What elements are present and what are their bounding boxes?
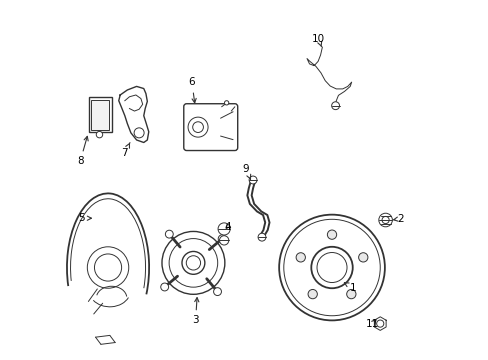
Text: 5: 5 [78,213,91,223]
Circle shape [165,230,173,238]
Text: 3: 3 [192,298,199,325]
Circle shape [219,236,228,245]
Bar [89,98,112,132]
Circle shape [296,253,305,262]
Text: 9: 9 [242,163,250,179]
Circle shape [378,213,391,227]
Circle shape [134,128,144,138]
Circle shape [188,117,207,137]
Circle shape [87,247,128,288]
Circle shape [346,289,355,299]
Circle shape [376,320,383,327]
Bar [91,100,108,130]
Circle shape [218,235,225,243]
Circle shape [279,215,384,320]
Polygon shape [374,317,386,330]
Circle shape [218,223,230,235]
Circle shape [186,256,200,270]
Circle shape [283,219,380,316]
Circle shape [224,101,228,105]
FancyBboxPatch shape [183,104,237,150]
Circle shape [311,247,352,288]
Circle shape [192,122,203,132]
Circle shape [162,231,224,294]
Text: 1: 1 [344,283,356,293]
Circle shape [169,239,217,287]
Circle shape [316,252,346,283]
Text: 11: 11 [365,319,378,329]
Circle shape [307,289,317,299]
Text: 4: 4 [224,222,230,232]
Text: 10: 10 [311,34,325,47]
Circle shape [331,102,339,110]
Circle shape [326,230,336,239]
Circle shape [358,253,367,262]
Circle shape [248,176,257,184]
Text: 2: 2 [393,213,404,224]
Circle shape [96,131,102,138]
Circle shape [182,251,204,274]
Circle shape [161,283,168,291]
Text: 6: 6 [188,77,196,103]
Circle shape [94,254,122,281]
Text: 7: 7 [122,143,130,158]
Circle shape [258,233,265,241]
Circle shape [381,216,388,224]
Text: 8: 8 [77,136,88,166]
Circle shape [213,288,221,296]
